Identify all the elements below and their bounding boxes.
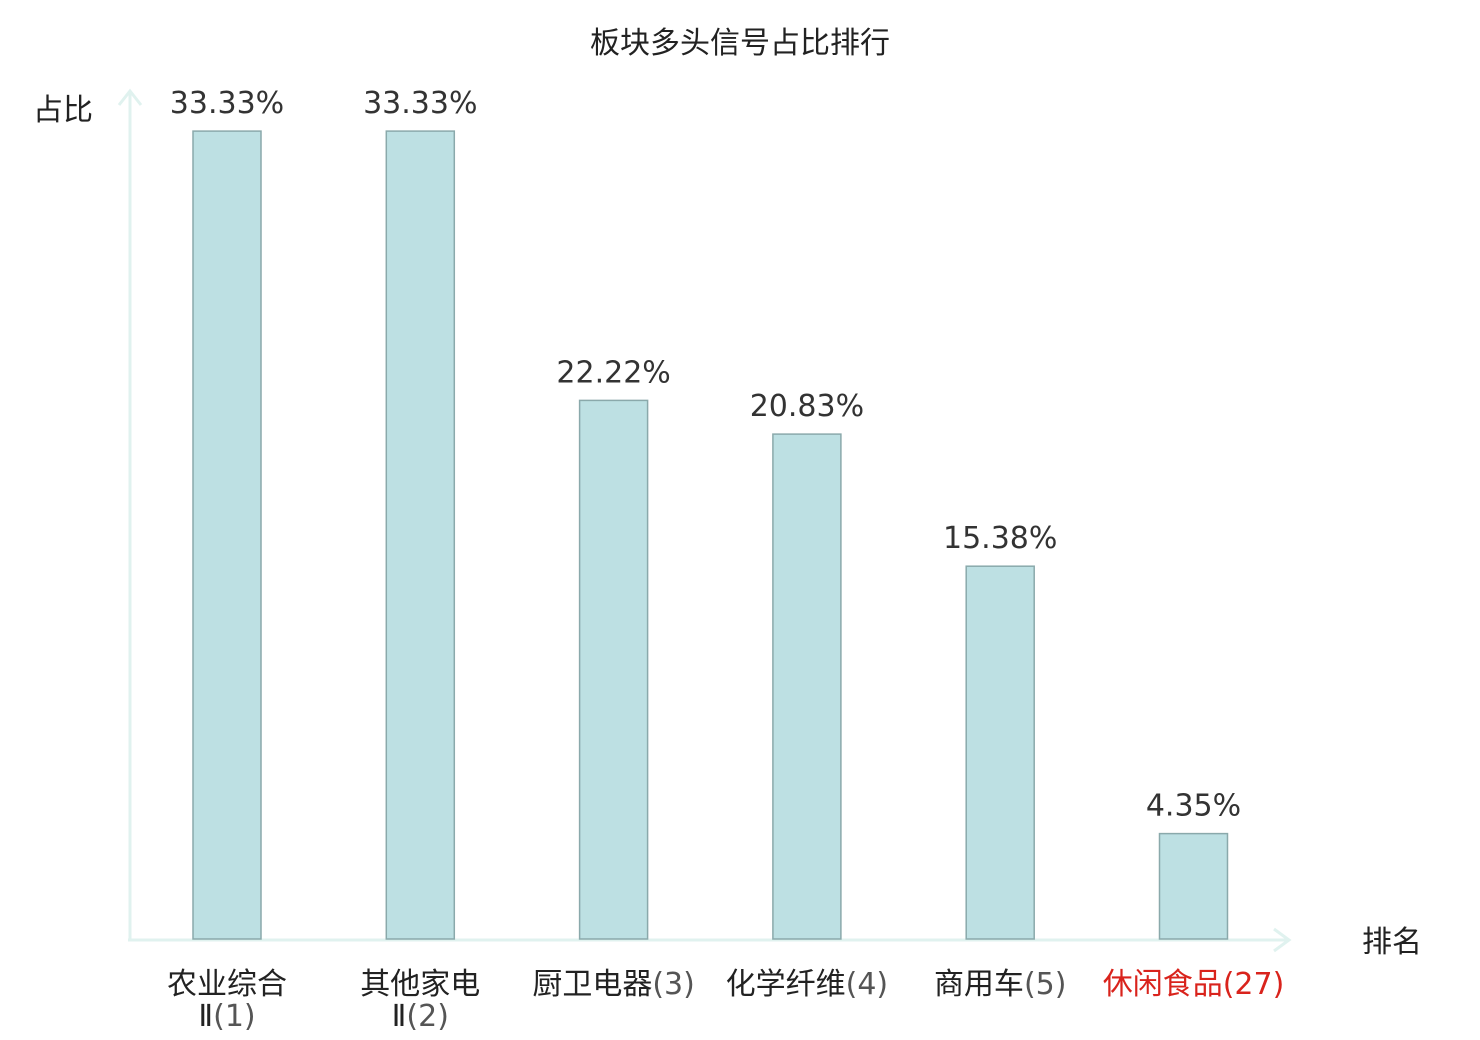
category-label-1-line-2: Ⅱ(1) [198, 999, 255, 1034]
value-label-1: 33.33% [170, 86, 284, 121]
category-label-4: 化学纤维(4) [726, 967, 889, 1002]
bar-2 [385, 130, 456, 940]
category-rank: (5) [1024, 967, 1066, 1002]
category-name: 化学纤维 [726, 967, 846, 1002]
bar-1 [192, 130, 262, 940]
category-name: Ⅱ [198, 999, 213, 1034]
category-label-2-line-2: Ⅱ(2) [392, 999, 449, 1034]
bar-6 [1158, 832, 1229, 940]
bar-4 [772, 433, 842, 940]
x-axis-arrow [1273, 927, 1292, 953]
value-label-6: 4.35% [1146, 789, 1241, 824]
value-label-5: 15.38% [943, 521, 1057, 556]
category-label-6: 休闲食品(27) [1103, 967, 1285, 1002]
category-name: 休闲食品 [1103, 967, 1223, 1002]
category-rank: (2) [406, 999, 449, 1034]
category-label-5: 商用车(5) [934, 967, 1066, 1002]
category-rank: (1) [213, 999, 256, 1034]
value-label-3: 22.22% [556, 355, 670, 390]
category-rank: (4) [846, 967, 889, 1002]
value-label-4: 20.83% [750, 389, 864, 424]
category-rank: (27) [1223, 967, 1285, 1002]
category-label-1: 农业综合 [167, 967, 287, 1002]
bars-group [192, 130, 1229, 940]
category-name: 商用车 [934, 967, 1024, 1002]
category-name: 农业综合 [167, 967, 287, 1002]
chart-title: 板块多头信号占比排行 [590, 26, 890, 61]
category-name: 其他家电 [360, 967, 480, 1002]
category-rank: (3) [652, 967, 695, 1002]
bar-3 [578, 399, 649, 940]
y-axis-arrow [117, 88, 143, 106]
y-axis-label: 占比 [33, 93, 93, 128]
axes [117, 88, 1292, 953]
category-name: 厨卫电器 [532, 967, 652, 1002]
category-label-3: 厨卫电器(3) [532, 967, 695, 1002]
bar-5 [965, 565, 1035, 940]
x-axis-label: 排名 [1362, 925, 1422, 960]
category-name: Ⅱ [392, 999, 407, 1034]
value-labels-group: 33.33% 33.33% 22.22% 20.83% 15.38% 4.35% [170, 86, 1241, 824]
value-label-2: 33.33% [363, 86, 477, 121]
category-label-2: 其他家电 [360, 967, 480, 1002]
